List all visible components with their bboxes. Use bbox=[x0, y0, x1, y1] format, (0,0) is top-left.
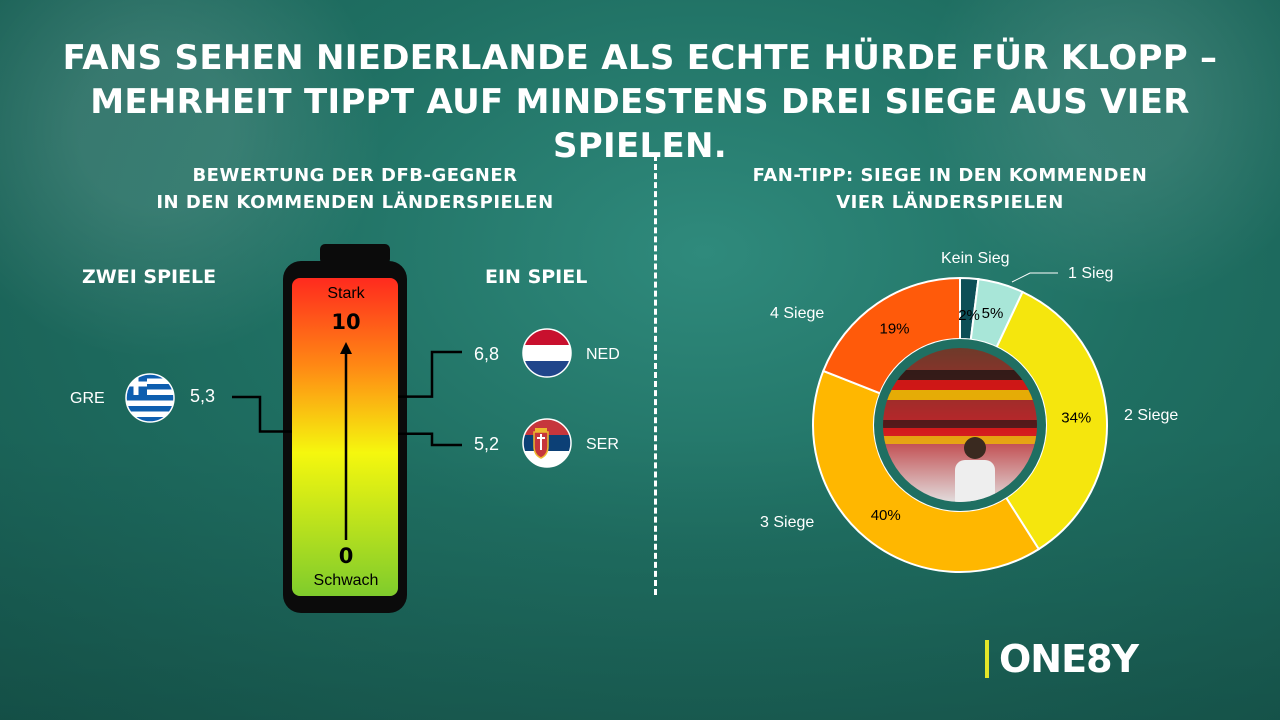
category-label-1-sieg: 1 Sieg bbox=[1068, 265, 1114, 282]
leader-line-ned bbox=[398, 350, 462, 398]
team-code-ned: NED bbox=[586, 346, 620, 363]
logo-accent-bar bbox=[985, 640, 989, 678]
category-label-3-siege: 3 Siege bbox=[760, 514, 815, 531]
donut-title-line-2: VIER LÄNDERSPIELEN bbox=[836, 192, 1064, 213]
category-label-2-siege: 2 Siege bbox=[1124, 407, 1179, 424]
group-label-ein-spiel: EIN SPIEL bbox=[485, 266, 588, 288]
donut-value-labels: 2% 5% 34% 40% 19% bbox=[871, 272, 1091, 524]
leader-line-1-sieg bbox=[1011, 272, 1058, 283]
fan-crowd-photo bbox=[883, 348, 1037, 502]
leader-line-ser bbox=[398, 432, 462, 447]
gauge-top-label: Stark bbox=[327, 285, 365, 302]
gauge-cap bbox=[320, 244, 390, 264]
team-code-ser: SER bbox=[586, 436, 619, 453]
team-value-ned: 6,8 bbox=[474, 344, 500, 364]
category-label-kein-sieg: Kein Sieg bbox=[941, 250, 1010, 267]
serbia-flag-icon bbox=[522, 418, 572, 468]
donut-value-label-4-siege: 19% bbox=[880, 321, 910, 338]
donut-value-label-3-siege: 40% bbox=[871, 507, 901, 524]
donut-slices bbox=[812, 276, 1109, 573]
group-label-zwei-spiele: ZWEI SPIELE bbox=[82, 266, 217, 288]
gauge-title-line-1: BEWERTUNG DER DFB-GEGNER bbox=[192, 165, 518, 186]
gauge-leader-lines bbox=[232, 350, 462, 447]
donut-value-label-2-siege: 34% bbox=[1061, 410, 1091, 427]
team-value-ser: 5,2 bbox=[474, 434, 500, 454]
gauge-title-line-2: IN DEN KOMMENDEN LÄNDERSPIELEN bbox=[156, 192, 554, 213]
one8y-logo: ONE8Y bbox=[985, 637, 1139, 681]
section-divider bbox=[654, 155, 657, 595]
gauge-chart-title: BEWERTUNG DER DFB-GEGNER IN DEN KOMMENDE… bbox=[120, 162, 590, 216]
title-line-1: FANS SEHEN NIEDERLANDE ALS ECHTE HÜRDE F… bbox=[62, 38, 1218, 78]
gauge-arrow-head bbox=[340, 342, 352, 354]
donut-chart-title: FAN-TIPP: SIEGE IN DEN KOMMENDEN VIER LÄ… bbox=[700, 162, 1200, 216]
donut-value-label-1-sieg: 5% bbox=[982, 305, 1004, 322]
donut-title-line-1: FAN-TIPP: SIEGE IN DEN KOMMENDEN bbox=[752, 165, 1148, 186]
category-label-4-siege: 4 Siege bbox=[770, 305, 825, 322]
gauge-top-value: 10 bbox=[331, 310, 361, 334]
page-title: FANS SEHEN NIEDERLANDE ALS ECHTE HÜRDE F… bbox=[0, 36, 1280, 168]
donut-value-label-kein-sieg: 2% bbox=[958, 307, 980, 324]
netherlands-flag-icon bbox=[522, 328, 572, 378]
team-value-gre: 5,3 bbox=[190, 386, 216, 406]
title-line-2: MEHRHEIT TIPPT AUF MINDESTENS DREI SIEGE… bbox=[90, 82, 1190, 166]
gauge-bottom-label: Schwach bbox=[313, 572, 379, 589]
team-code-gre: GRE bbox=[70, 390, 105, 407]
gauge-bottom-value: 0 bbox=[338, 544, 354, 568]
greece-flag-icon bbox=[125, 373, 175, 423]
logo-text: ONE8Y bbox=[999, 637, 1139, 681]
leader-line-gre bbox=[232, 395, 292, 433]
